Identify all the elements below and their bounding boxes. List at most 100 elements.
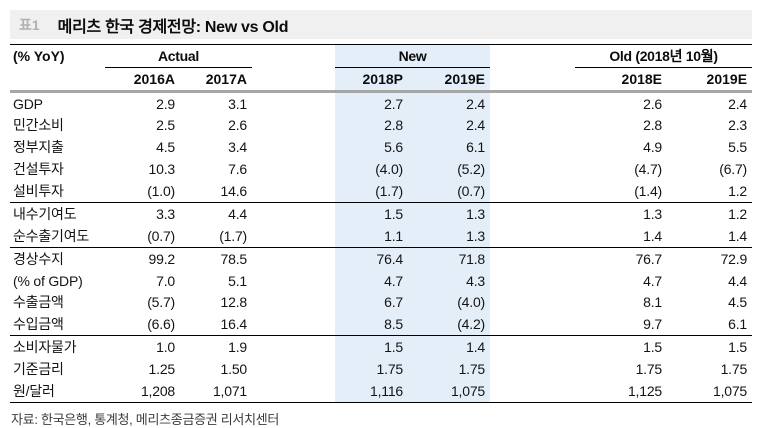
value-cell: 1.25 xyxy=(148,361,176,377)
value-cell: (4.0) xyxy=(408,291,491,313)
value-cell: 1.2 xyxy=(667,180,753,203)
column-gap xyxy=(490,136,575,158)
value-cell: 2.6 xyxy=(643,95,663,112)
value-cell: 1.75 xyxy=(335,358,408,380)
value-cell: 1.0 xyxy=(156,339,175,355)
value-cell: 5.1 xyxy=(228,272,247,289)
row-label: 내수기여도 xyxy=(13,206,77,222)
value-cell: 3.3 xyxy=(156,206,175,222)
value-cell: 1.5 xyxy=(643,339,663,355)
value-cell: 12.8 xyxy=(220,294,248,310)
row-label: 정부지출 xyxy=(13,139,64,155)
column-gap xyxy=(252,248,335,271)
col-header-2019e-old: 2019E xyxy=(667,67,753,93)
value-cell: 1.4 xyxy=(575,225,668,248)
column-gap xyxy=(252,336,335,359)
table-row: 정부지출 4.5 3.4 5.6 6.1 4.9 5.5 xyxy=(10,136,752,158)
value-cell: 2.4 xyxy=(728,95,748,112)
row-label: 설비투자 xyxy=(10,180,105,203)
column-gap xyxy=(252,92,335,115)
column-gap xyxy=(490,114,575,136)
value-cell: 4.9 xyxy=(643,139,663,155)
column-gap xyxy=(252,291,335,313)
value-cell: 1,075 xyxy=(712,383,748,399)
column-gap xyxy=(490,92,575,115)
column-gap xyxy=(252,180,335,203)
value-cell: (6.7) xyxy=(719,161,748,177)
row-label: 건설투자 xyxy=(13,161,64,177)
table-row: 수출금액 (5.7) 12.8 6.7 (4.0) 8.1 4.5 xyxy=(10,291,752,313)
value-cell: 3.4 xyxy=(228,139,247,155)
group-header-actual: Actual xyxy=(105,44,252,68)
row-label: 수출금액 xyxy=(13,294,64,310)
value-cell: 2.8 xyxy=(643,117,663,133)
value-cell: 1,116 xyxy=(335,380,408,403)
value-cell: 1,071 xyxy=(212,383,247,399)
table-row: GDP 2.9 3.1 2.7 2.4 2.6 2.4 xyxy=(10,91,752,115)
column-gap xyxy=(252,203,335,226)
col-header-2018p: 2018P xyxy=(335,67,408,93)
value-cell: 1.3 xyxy=(408,202,491,225)
table-row: 내수기여도 3.3 4.4 1.5 1.3 1.3 1.2 xyxy=(10,202,752,226)
value-cell: 6.1 xyxy=(667,313,753,336)
value-cell: 4.5 xyxy=(156,139,175,155)
row-label: 소비자물가 xyxy=(13,339,77,355)
column-gap xyxy=(490,248,575,271)
table-row: 설비투자 (1.0) 14.6 (1.7) (0.7) (1.4) 1.2 xyxy=(10,180,753,203)
row-label: GDP xyxy=(13,95,43,112)
figure-title: 메리츠 한국 경제전망: New vs Old xyxy=(57,18,289,36)
table-row: 원/달러 1,208 1,071 1,116 1,075 1,125 1,075 xyxy=(10,380,752,403)
row-label: 기준금리 xyxy=(13,361,64,377)
column-gap xyxy=(252,158,335,180)
value-cell: 4.5 xyxy=(728,294,748,310)
column-gap xyxy=(252,313,335,336)
row-label: 민간소비 xyxy=(13,117,64,133)
value-cell: 4.3 xyxy=(408,270,491,291)
value-cell: (4.2) xyxy=(408,313,491,336)
figure-title-bar: 표1 메리츠 한국 경제전망: New vs Old xyxy=(10,10,752,39)
value-cell: 71.8 xyxy=(408,247,491,270)
value-cell: 1,208 xyxy=(140,383,175,399)
table-row: (% of GDP) 7.0 5.1 4.7 4.3 4.7 4.4 xyxy=(10,270,752,291)
column-gap xyxy=(490,45,575,68)
table-row: 경상수지 99.2 78.5 76.4 71.8 76.7 72.9 xyxy=(10,247,752,271)
column-gap xyxy=(490,225,576,248)
group-header-row: (% YoY) Actual New Old (2018년 10월) xyxy=(10,44,753,68)
table-row: 수입금액 (6.6) 16.4 8.5 (4.2) 9.7 6.1 xyxy=(10,313,753,336)
value-cell: 2.5 xyxy=(156,117,175,133)
row-label: 원/달러 xyxy=(13,383,55,399)
economic-forecast-table: (% YoY) Actual New Old (2018년 10월) 2016A… xyxy=(10,44,753,403)
value-cell: 2.8 xyxy=(335,114,408,136)
value-cell: 6.1 xyxy=(408,136,491,158)
group-header-old: Old (2018년 10월) xyxy=(575,44,753,68)
value-cell: 1.4 xyxy=(408,335,491,358)
table-body: GDP 2.9 3.1 2.7 2.4 2.6 2.4 민간소비 2.5 2.6 2.8 2.4 2.8… xyxy=(10,91,753,403)
column-gap xyxy=(252,270,335,291)
value-cell: (5.7) xyxy=(147,294,175,310)
value-cell: 2.4 xyxy=(408,91,491,114)
value-cell: 5.5 xyxy=(728,139,748,155)
value-cell: 76.4 xyxy=(335,247,408,270)
value-cell: 1.9 xyxy=(228,339,247,355)
value-cell: 2.7 xyxy=(335,91,408,114)
value-cell: 1,075 xyxy=(408,380,491,403)
value-cell: 1.1 xyxy=(335,225,408,248)
value-cell: 4.7 xyxy=(335,270,408,291)
value-cell: 1.2 xyxy=(728,206,748,222)
col-header-2019e-new: 2019E xyxy=(408,67,491,93)
value-cell: 72.9 xyxy=(720,251,748,267)
column-gap xyxy=(252,136,335,158)
column-gap xyxy=(490,270,575,291)
value-cell: 5.6 xyxy=(335,136,408,158)
value-cell: (4.0) xyxy=(335,158,408,180)
value-cell: 78.5 xyxy=(220,251,248,267)
column-gap xyxy=(252,380,335,403)
value-cell: 10.3 xyxy=(148,161,176,177)
row-label: 수입금액 xyxy=(10,313,105,336)
row-label: 경상수지 xyxy=(13,251,64,267)
col-header-2018e-old: 2018E xyxy=(575,67,668,93)
row-label: (% of GDP) xyxy=(13,272,83,289)
value-cell: 4.4 xyxy=(728,272,748,289)
value-cell: 1.75 xyxy=(635,361,663,377)
column-gap xyxy=(490,380,575,403)
